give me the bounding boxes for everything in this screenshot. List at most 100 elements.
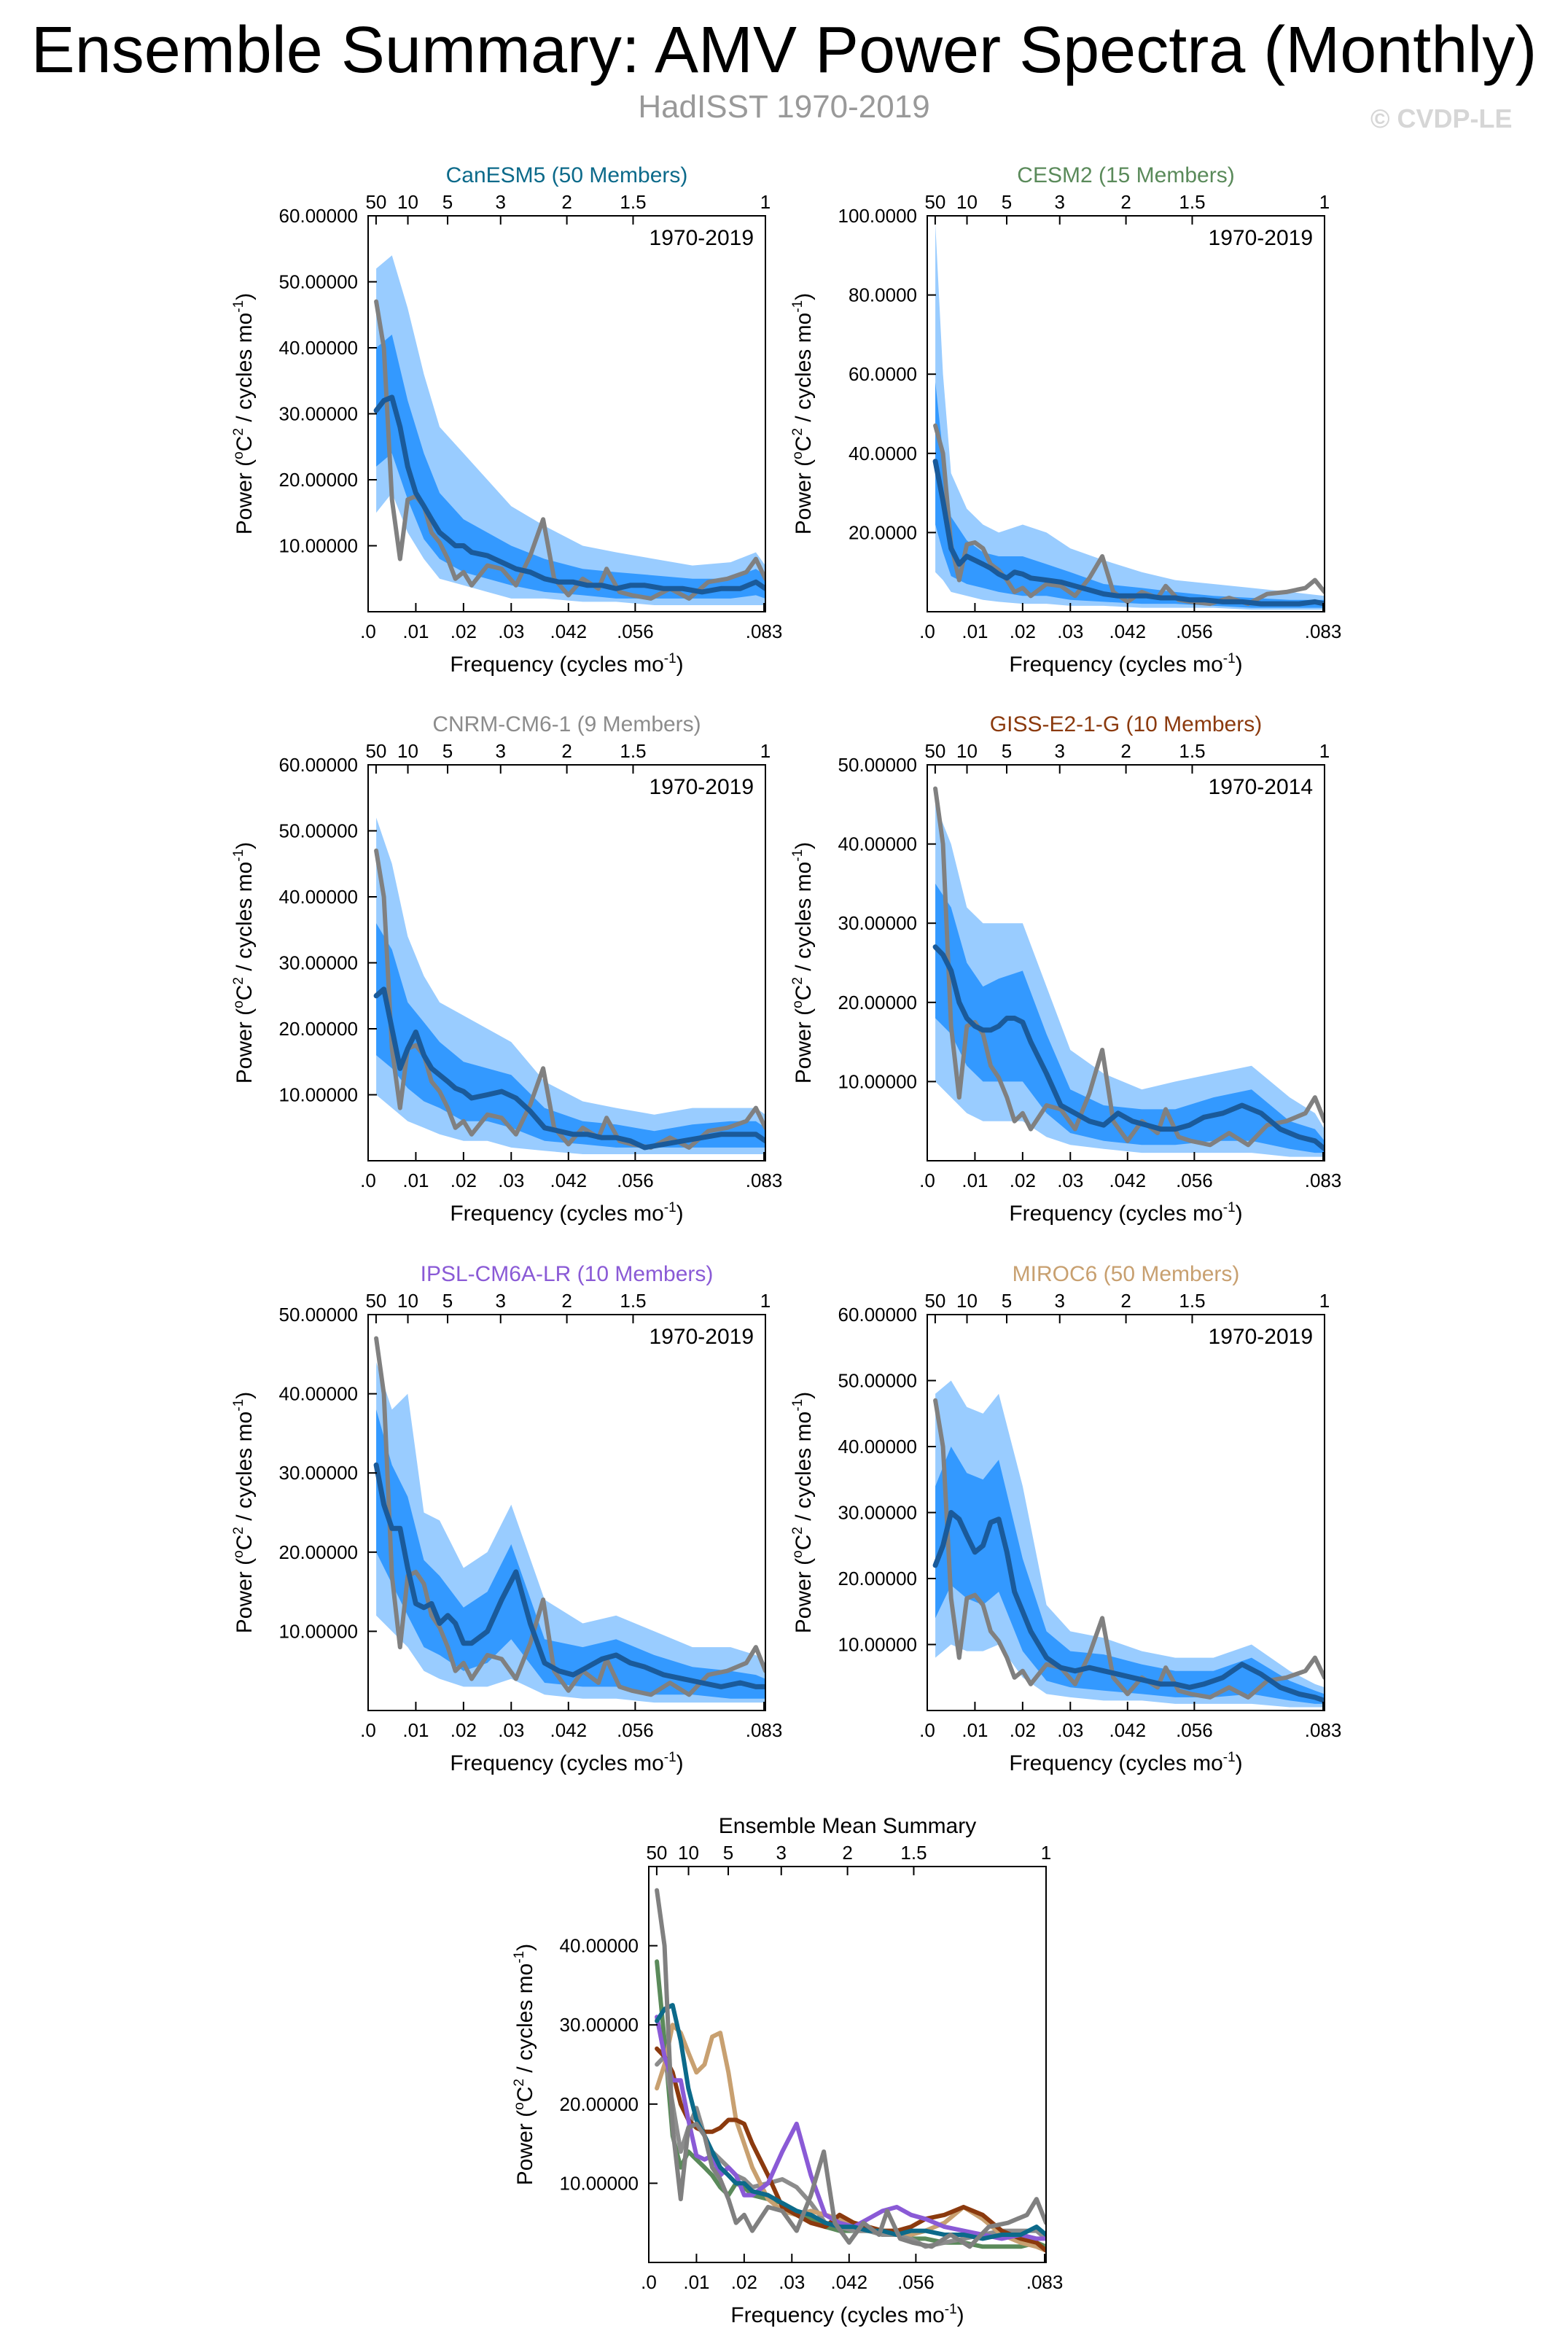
top-period-tick-label: 3 bbox=[1055, 740, 1065, 762]
y-tick-label: 30.00000 bbox=[279, 403, 358, 425]
spread-band-inner bbox=[935, 883, 1325, 1153]
y-axis-label-text: Power ( bbox=[792, 1008, 816, 1083]
spread-band-inner bbox=[376, 1409, 765, 1699]
y-axis-label: Power (oC2 / cycles mo-1) bbox=[512, 1944, 537, 2185]
ensemble-mean-line bbox=[373, 1462, 765, 1689]
y-axis-label-sup: 2 bbox=[790, 428, 806, 436]
x-tick-label: .042 bbox=[1109, 620, 1146, 642]
series-line-giss-e2-1-g bbox=[655, 2046, 1046, 2253]
x-axis-label-text: Frequency (cycles mo bbox=[450, 653, 663, 677]
x-tick-label: .01 bbox=[962, 620, 988, 642]
top-period-tick-label: 2 bbox=[1120, 191, 1131, 213]
x-tick-label: .056 bbox=[1176, 620, 1213, 642]
chart-data-layer bbox=[373, 255, 765, 605]
x-tick-label: .02 bbox=[450, 1719, 477, 1741]
y-tick-label: 20.00000 bbox=[279, 469, 358, 491]
x-axis-label-text: Frequency (cycles mo bbox=[450, 1202, 663, 1226]
y-axis-label-sup: 2 bbox=[231, 977, 246, 985]
x-axis-label-sup: -1 bbox=[1223, 651, 1236, 666]
x-tick-label: .056 bbox=[617, 1170, 654, 1191]
y-axis-label-sup: 2 bbox=[231, 428, 246, 436]
chart-panel-6: 10.00000 20.00000 30.00000 40.00000 50.00000… bbox=[790, 1262, 1341, 1775]
observations-line bbox=[374, 848, 765, 1150]
y-axis-label-text: / cycles mo bbox=[233, 1412, 257, 1527]
y-tick-label: 20.00000 bbox=[279, 1541, 358, 1563]
x-tick-label: .01 bbox=[402, 620, 429, 642]
top-period-tick-label: 5 bbox=[1002, 1290, 1012, 1312]
x-axis-label-close: ) bbox=[676, 1751, 684, 1775]
top-period-tick-label: 2 bbox=[561, 191, 572, 213]
panel-title: CESM2 (15 Members) bbox=[1017, 163, 1234, 187]
panel-title: GISS-E2-1-G (10 Members) bbox=[990, 712, 1262, 736]
top-period-tick-label: 3 bbox=[496, 191, 506, 213]
chart-data-layer bbox=[373, 817, 765, 1154]
x-axis-label-sup: -1 bbox=[945, 2302, 957, 2317]
top-period-tick-label: 1.5 bbox=[1179, 1290, 1205, 1312]
y-axis-label-close: ) bbox=[513, 1944, 537, 1951]
y-axis-label-sup: o bbox=[231, 451, 246, 459]
top-period-tick-label: 50 bbox=[646, 1842, 667, 1864]
ensemble-mean-line bbox=[373, 394, 765, 595]
y-axis-label-sup: 2 bbox=[790, 1527, 806, 1535]
series-line-hadisst bbox=[655, 1888, 1046, 2249]
y-tick-label: 50.00000 bbox=[279, 1304, 358, 1326]
top-period-tick-label: 1 bbox=[1041, 1842, 1051, 1864]
x-axis-label-close: ) bbox=[676, 1202, 684, 1226]
y-axis-label-sup: o bbox=[790, 1000, 806, 1008]
spread-band-inner bbox=[376, 923, 765, 1148]
y-axis-label-text: Power ( bbox=[792, 459, 816, 534]
panel-title: Ensemble Mean Summary bbox=[719, 1814, 976, 1838]
y-axis-label-text: Power ( bbox=[792, 1558, 816, 1633]
x-axis-label-sup: -1 bbox=[664, 1200, 676, 1215]
y-axis-label-text: C bbox=[792, 436, 816, 452]
series-line-canesm5 bbox=[655, 2003, 1046, 2241]
y-axis-label: Power (oC2 / cycles mo-1) bbox=[790, 293, 816, 534]
top-period-tick-label: 50 bbox=[924, 740, 945, 762]
copyright-label: © CVDP-LE bbox=[1370, 104, 1513, 133]
x-tick-label: .03 bbox=[1057, 620, 1083, 642]
x-tick-label: .042 bbox=[550, 1719, 587, 1741]
top-period-tick-label: 3 bbox=[776, 1842, 787, 1864]
period-label: 1970-2019 bbox=[650, 775, 754, 799]
y-tick-label: 40.00000 bbox=[560, 1935, 639, 1957]
x-tick-label: .02 bbox=[450, 1170, 477, 1191]
x-axis-label-text: Frequency (cycles mo bbox=[1009, 1202, 1222, 1226]
y-tick-label: 50.00000 bbox=[279, 271, 358, 293]
y-axis-label-sup: -1 bbox=[231, 300, 246, 313]
top-period-tick-label: 2 bbox=[561, 740, 572, 762]
x-axis-label-close: ) bbox=[676, 653, 684, 677]
ensemble-mean-line bbox=[932, 459, 1325, 607]
y-tick-label: 40.00000 bbox=[279, 1383, 358, 1405]
chart-panel-2: 20.0000 40.0000 60.0000 80.0000 100.0000 .0 .0… bbox=[790, 163, 1341, 677]
y-tick-label: 40.00000 bbox=[279, 337, 358, 359]
x-tick-label: .042 bbox=[1109, 1170, 1146, 1191]
y-axis-label-sup: -1 bbox=[790, 1399, 806, 1412]
spread-band-inner bbox=[935, 1447, 1325, 1704]
y-axis-label-sup: -1 bbox=[790, 300, 806, 313]
top-period-tick-label: 50 bbox=[924, 191, 945, 213]
x-tick-label: .03 bbox=[779, 2271, 805, 2293]
chart-data-layer bbox=[932, 1380, 1325, 1708]
x-axis-label-sup: -1 bbox=[664, 1750, 676, 1765]
x-tick-label: .042 bbox=[550, 1170, 587, 1191]
x-tick-label: .01 bbox=[402, 1719, 429, 1741]
x-tick-label: .056 bbox=[617, 620, 654, 642]
y-tick-label: 10.00000 bbox=[838, 1070, 917, 1092]
x-tick-label: .01 bbox=[962, 1170, 988, 1191]
y-tick-label: 40.00000 bbox=[838, 1436, 917, 1458]
page-title: Ensemble Summary: AMV Power Spectra (Mon… bbox=[31, 14, 1537, 87]
top-period-tick-label: 1.5 bbox=[1179, 740, 1205, 762]
top-period-tick-label: 1 bbox=[760, 1290, 771, 1312]
x-tick-label: .01 bbox=[683, 2271, 709, 2293]
y-axis-label-close: ) bbox=[792, 842, 816, 849]
x-tick-label: .056 bbox=[1176, 1170, 1213, 1191]
y-axis-label-close: ) bbox=[792, 293, 816, 300]
y-axis-label-text: / cycles mo bbox=[233, 862, 257, 977]
y-axis-label-sup: -1 bbox=[512, 1951, 527, 1964]
x-tick-label: .083 bbox=[746, 1170, 783, 1191]
x-tick-label: .083 bbox=[746, 620, 783, 642]
x-axis-label-text: Frequency (cycles mo bbox=[1009, 653, 1222, 677]
top-period-tick-label: 10 bbox=[956, 1290, 978, 1312]
panel-title: IPSL-CM6A-LR (10 Members) bbox=[421, 1262, 714, 1286]
y-tick-label: 60.00000 bbox=[279, 754, 358, 776]
